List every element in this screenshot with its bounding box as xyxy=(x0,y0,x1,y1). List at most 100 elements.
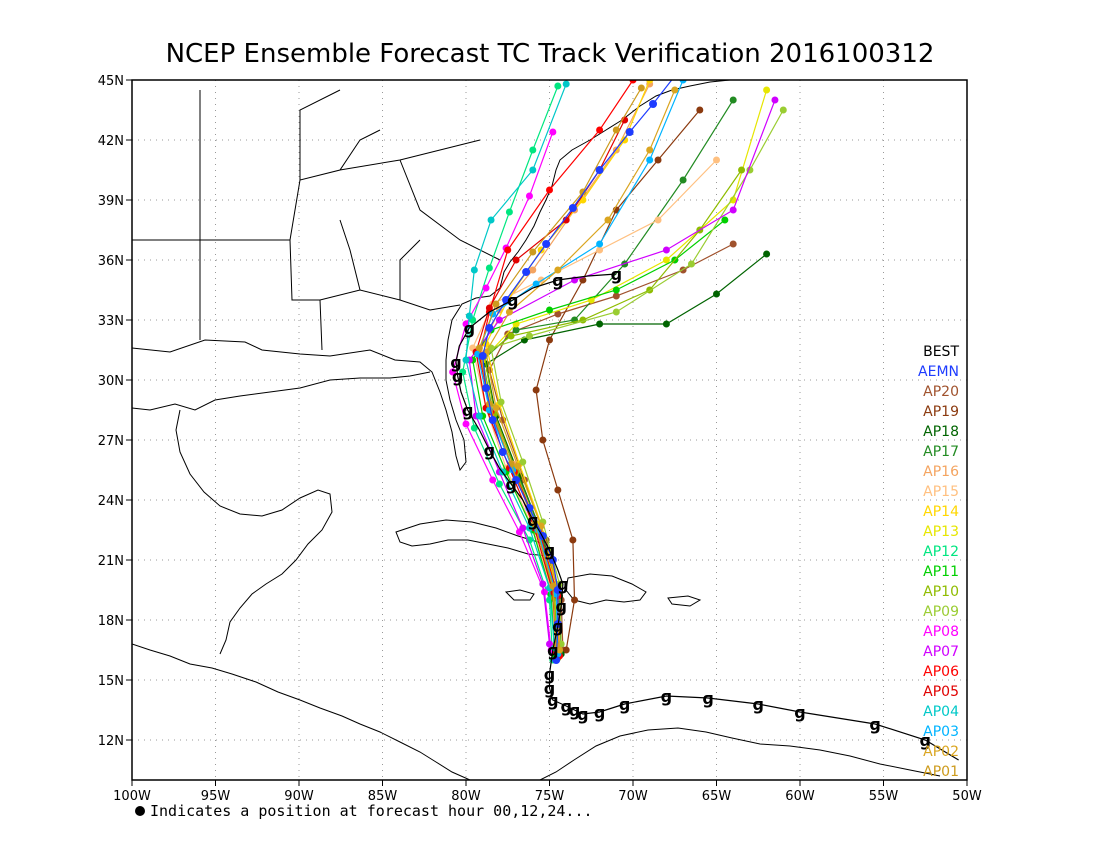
track-point-ap04 xyxy=(462,356,470,364)
track-point-ap06 xyxy=(596,126,604,134)
hurricane-symbol-icon: ɡ xyxy=(920,731,931,750)
hurricane-symbol-icon: ɡ xyxy=(544,679,555,698)
track-point-ap07 xyxy=(539,580,547,588)
mexico-outline xyxy=(175,409,333,655)
track-point-ap11 xyxy=(612,286,620,294)
track-ap14 xyxy=(485,80,651,650)
track-point-ap16 xyxy=(529,266,537,274)
legend-entry-ap12: AP12 xyxy=(923,544,959,560)
legend-entry-ap18: AP18 xyxy=(923,424,959,440)
track-point-ap09 xyxy=(519,458,527,466)
x-tick-label: 90W xyxy=(284,789,314,804)
hurricane-symbol-icon: ɡ xyxy=(794,703,805,722)
track-point-ap01 xyxy=(529,248,537,256)
track-point-ap07 xyxy=(729,206,737,214)
hurricane-symbol-icon: ɡ xyxy=(505,475,516,494)
south-america-outline xyxy=(539,727,941,780)
track-point-ap12 xyxy=(485,264,493,272)
track-point-ap09 xyxy=(687,260,695,268)
legend: BEST AEMN AP20 AP19 AP18 AP17 AP16 AP15 AP14 AP13… xyxy=(918,344,959,780)
track-point-ap18 xyxy=(662,320,670,328)
puerto-rico-outline xyxy=(667,595,702,607)
track-point-ap13 xyxy=(729,196,737,204)
hurricane-symbol-icon: ɡ xyxy=(555,597,566,616)
track-ap13 xyxy=(482,89,768,644)
track-point-ap09 xyxy=(779,106,787,114)
track-point-ap09 xyxy=(497,398,505,406)
x-tick-label: 100W xyxy=(113,789,151,804)
legend-entry-ap04: AP04 xyxy=(923,704,959,720)
footnote: Indicates a position at forecast hour 00… xyxy=(150,802,593,820)
hurricane-symbol-icon: ɡ xyxy=(557,575,568,594)
track-best xyxy=(455,273,959,761)
legend-entry-ap05: AP05 xyxy=(923,684,959,700)
track-point-aemn xyxy=(625,128,634,136)
hurricane-symbol-icon: ɡ xyxy=(611,265,622,284)
y-axis-ticks: 12N 15N 18N 21N 24N 27N 30N 33N 36N 39N 42N 45N xyxy=(98,74,132,749)
state-borders xyxy=(132,89,501,351)
track-point-ap02 xyxy=(514,462,522,470)
track-point-aemn xyxy=(485,324,494,332)
y-tick-label: 42N xyxy=(98,134,124,149)
track-point-ap03 xyxy=(646,156,654,164)
track-point-aemn xyxy=(522,268,531,276)
legend-entry-ap09: AP09 xyxy=(923,604,959,620)
track-point-ap19 xyxy=(654,156,662,164)
track-point-ap08 xyxy=(482,284,490,292)
track-point-ap05 xyxy=(512,256,520,264)
x-tick-label: 80W xyxy=(451,789,481,804)
hurricane-symbol-icon: ɡ xyxy=(544,541,555,560)
track-point-ap13 xyxy=(763,86,771,94)
x-tick-label: 55W xyxy=(869,789,899,804)
track-point-ap03 xyxy=(596,240,604,248)
east-coast-outline xyxy=(132,80,731,472)
track-point-aemn xyxy=(552,656,561,664)
legend-entry-ap07: AP07 xyxy=(923,644,959,660)
track-point-ap07 xyxy=(662,246,670,254)
track-point-ap12 xyxy=(505,208,513,216)
legend-entry-best: BEST xyxy=(923,344,959,360)
track-ap12 xyxy=(462,85,559,661)
track-point-aemn xyxy=(649,100,658,108)
forecast-tracks xyxy=(449,80,787,664)
coastline-map xyxy=(132,80,941,780)
track-point-ap09 xyxy=(525,332,533,340)
track-ap01 xyxy=(478,87,642,647)
track-point-ap20 xyxy=(612,292,620,300)
y-tick-label: 33N xyxy=(98,314,124,329)
x-tick-label: 95W xyxy=(201,789,231,804)
track-point-aemn xyxy=(512,476,521,484)
hurricane-symbol-icon: ɡ xyxy=(547,641,558,660)
track-point-aemn xyxy=(478,352,487,360)
track-point-ap11 xyxy=(546,306,553,314)
track-point-ap12 xyxy=(554,82,562,90)
track-point-ap19 xyxy=(546,336,553,344)
track-point-ap18 xyxy=(763,250,771,258)
track-point-ap07 xyxy=(771,96,779,104)
track-point-ap17 xyxy=(512,326,520,334)
position-marker-icon xyxy=(135,806,145,816)
legend-entry-ap19: AP19 xyxy=(923,404,959,420)
track-point-ap15 xyxy=(654,216,662,224)
hurricane-symbol-icon: ɡ xyxy=(569,701,580,720)
hurricane-symbol-icon: ɡ xyxy=(869,715,880,734)
hurricane-symbol-icon: ɡ xyxy=(484,441,495,460)
legend-entry-ap06: AP06 xyxy=(923,664,959,680)
track-point-ap10 xyxy=(507,332,515,340)
track-point-ap02 xyxy=(554,266,562,274)
legend-entry-ap11: AP11 xyxy=(923,564,959,580)
track-point-ap08 xyxy=(525,192,533,200)
legend-entry-ap20: AP20 xyxy=(923,384,959,400)
x-tick-label: 75W xyxy=(535,789,565,804)
track-point-ap08 xyxy=(540,588,548,596)
track-ap09 xyxy=(490,109,784,645)
x-tick-label: 85W xyxy=(368,789,398,804)
track-point-ap04 xyxy=(465,312,473,320)
track-point-ap15 xyxy=(713,156,720,164)
track-point-ap02 xyxy=(505,308,513,316)
y-tick-label: 27N xyxy=(98,434,124,449)
hurricane-symbol-icon: ɡ xyxy=(547,691,558,710)
hurricane-symbol-icon: ɡ xyxy=(661,687,672,706)
hurricane-symbol-icon: ɡ xyxy=(464,319,475,338)
jamaica-outline xyxy=(504,589,535,601)
